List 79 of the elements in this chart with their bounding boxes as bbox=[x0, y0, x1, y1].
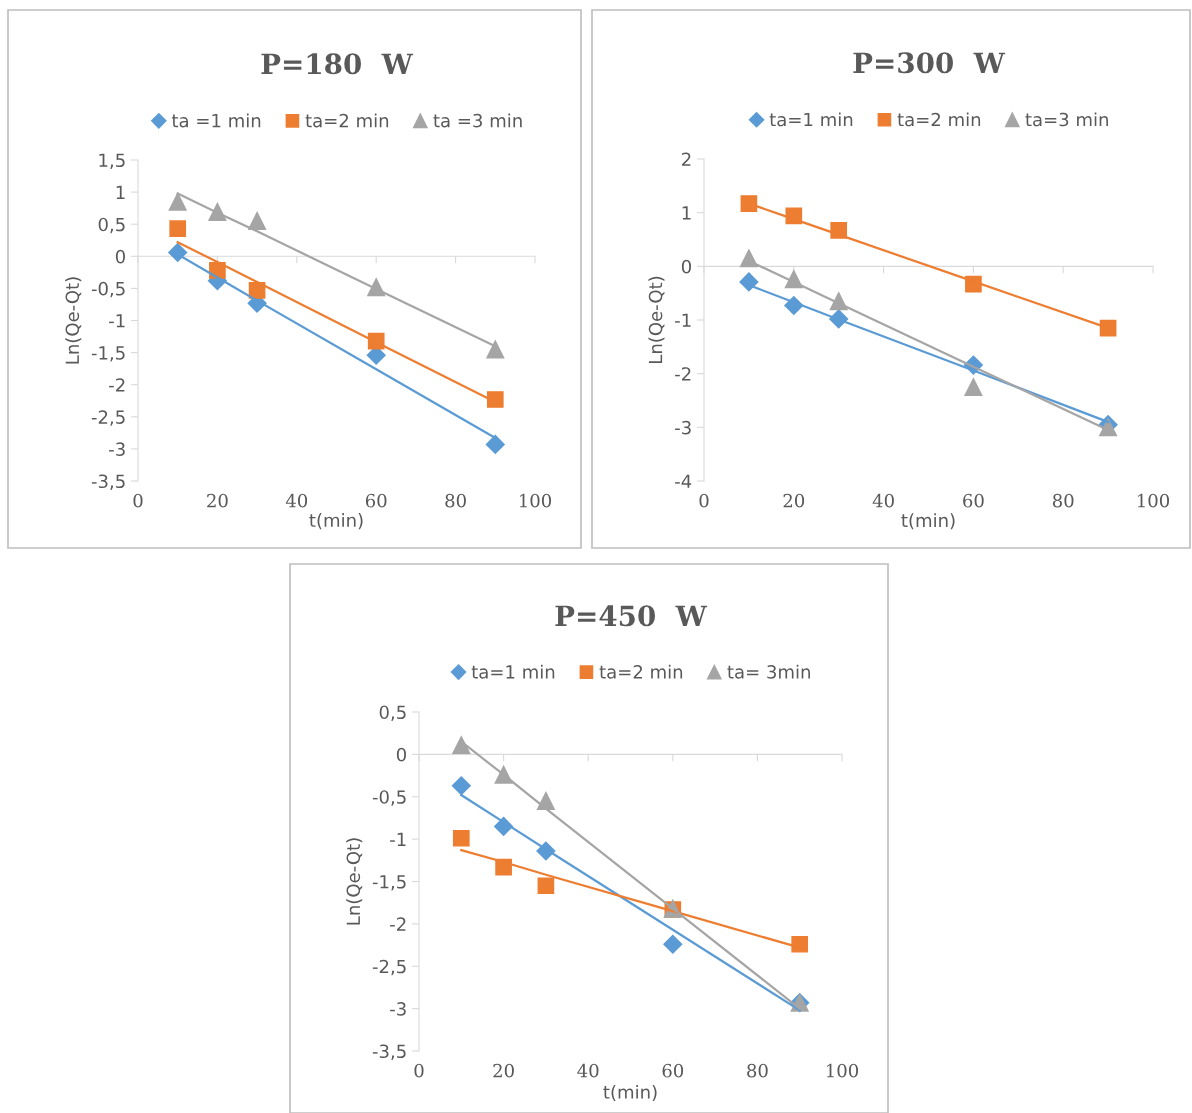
legend-label: ta= 3min bbox=[727, 664, 810, 679]
legend-label: ta =1 min bbox=[171, 113, 261, 128]
chart-title: P=180 W bbox=[261, 53, 414, 75]
x-tick-label: 0 bbox=[699, 493, 709, 508]
y-tick-label: -0,5 bbox=[372, 790, 406, 806]
point bbox=[451, 776, 471, 796]
y-tick-label: -3 bbox=[109, 442, 125, 457]
point bbox=[169, 220, 187, 238]
y-tick-label: -4 bbox=[675, 474, 692, 488]
y-tick-label: -1 bbox=[390, 832, 406, 846]
legend-label: ta=1 min bbox=[769, 112, 853, 127]
legend-label: ta=2 min bbox=[897, 112, 981, 127]
y-tick-label: -3 bbox=[675, 420, 691, 435]
x-tick-label: 60 bbox=[963, 493, 984, 508]
y-tick-label: 2 bbox=[682, 152, 691, 166]
legend-label: ta=2 min bbox=[305, 113, 389, 128]
y-tick-label: 1 bbox=[682, 206, 691, 220]
y-tick-label: -1,5 bbox=[91, 346, 125, 362]
x-tick-label: 0 bbox=[414, 1063, 424, 1078]
point bbox=[964, 378, 983, 397]
y-tick-label: -0,5 bbox=[91, 281, 125, 298]
point bbox=[739, 272, 759, 292]
x-tick-label: 40 bbox=[577, 1063, 599, 1078]
point bbox=[830, 222, 848, 239]
x-tick-label: 100 bbox=[519, 493, 552, 508]
y-tick-label: -3 bbox=[390, 1002, 406, 1016]
chart-title: P=450 W bbox=[555, 605, 708, 627]
point bbox=[452, 829, 470, 847]
y-axis-title: Ln(Qe-Qt) bbox=[346, 838, 363, 925]
x-tick-label: 40 bbox=[872, 493, 894, 508]
x-tick-label: 60 bbox=[365, 493, 387, 508]
y-tick-label: 0,5 bbox=[379, 705, 406, 721]
x-axis-title: t(min) bbox=[309, 513, 363, 530]
x-tick-label: 20 bbox=[783, 493, 805, 508]
y-axis-title: Ln(Qe-Qt) bbox=[65, 277, 82, 364]
point bbox=[485, 434, 505, 454]
point bbox=[537, 877, 555, 895]
x-axis-title: t(min) bbox=[901, 513, 955, 530]
y-tick-label: -2 bbox=[109, 378, 125, 392]
x-axis-title: t(min) bbox=[603, 1084, 657, 1101]
x-tick-label: 20 bbox=[207, 493, 228, 508]
y-tick-label: -2,5 bbox=[372, 959, 406, 976]
legend-label: ta=2 min bbox=[599, 664, 683, 679]
y-axis-title: Ln(Qe-Qt) bbox=[648, 276, 665, 363]
y-tick-label: -1,5 bbox=[372, 875, 406, 891]
legend-label: ta=3 min bbox=[1025, 112, 1108, 127]
y-tick-label: 0 bbox=[396, 747, 406, 762]
y-tick-label: -3,5 bbox=[91, 474, 125, 490]
y-tick-label: 0,5 bbox=[98, 217, 125, 234]
y-tick-label: -2 bbox=[675, 367, 691, 381]
point bbox=[740, 195, 758, 212]
x-tick-label: 100 bbox=[1137, 493, 1170, 508]
legend-label: ta=1 min bbox=[471, 664, 555, 679]
y-tick-label: 1,5 bbox=[99, 153, 125, 169]
y-tick-label: -1 bbox=[109, 314, 125, 328]
x-tick-label: 0 bbox=[133, 493, 143, 508]
point bbox=[248, 211, 267, 231]
x-tick-label: 80 bbox=[445, 493, 466, 508]
y-tick-label: 1 bbox=[116, 185, 125, 199]
y-tick-label: 0 bbox=[115, 249, 125, 264]
chart-title: P=300 W bbox=[853, 52, 1006, 74]
x-tick-label: 80 bbox=[747, 1063, 768, 1078]
point bbox=[791, 935, 809, 953]
y-tick-label: -1 bbox=[675, 313, 691, 327]
x-tick-label: 20 bbox=[493, 1063, 514, 1078]
x-tick-label: 80 bbox=[1052, 493, 1074, 508]
legend-label: ta =3 min bbox=[433, 113, 522, 128]
point bbox=[168, 242, 188, 262]
x-tick-label: 60 bbox=[662, 1063, 684, 1078]
point bbox=[168, 192, 187, 211]
y-tick-label: -2,5 bbox=[91, 410, 125, 426]
x-tick-label: 100 bbox=[826, 1063, 859, 1078]
y-tick-label: -2 bbox=[390, 917, 406, 931]
point bbox=[663, 934, 683, 954]
x-tick-label: 40 bbox=[285, 493, 308, 508]
y-tick-label: -3,5 bbox=[372, 1044, 406, 1060]
point bbox=[486, 340, 505, 359]
point bbox=[486, 391, 504, 408]
y-tick-label: 0 bbox=[681, 259, 691, 274]
